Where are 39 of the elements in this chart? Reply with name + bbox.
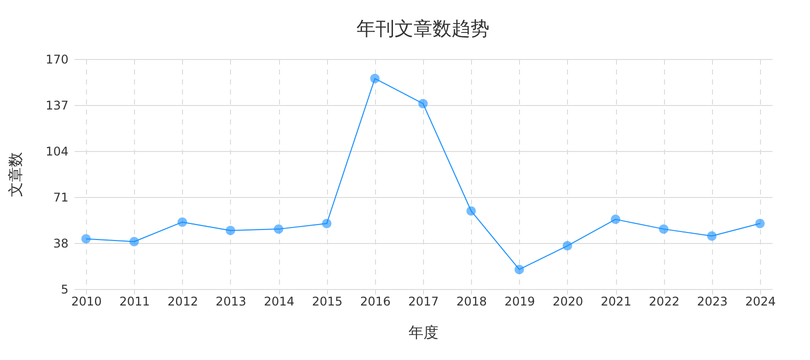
x-tick-label: 2022 bbox=[648, 294, 680, 308]
x-tick-label: 2016 bbox=[360, 294, 391, 308]
point bbox=[274, 224, 284, 234]
x-tick-label: 2011 bbox=[119, 294, 150, 308]
point bbox=[658, 224, 668, 234]
point bbox=[81, 234, 91, 244]
x-tick-label: 2015 bbox=[312, 294, 342, 308]
point bbox=[755, 218, 765, 228]
x-axis-title: 年度 bbox=[408, 324, 438, 342]
x-tick-label: 2023 bbox=[697, 294, 728, 308]
x-tick-label: 2013 bbox=[216, 294, 246, 308]
y-tick-label: 170 bbox=[46, 52, 68, 66]
y-tick-label: 38 bbox=[53, 236, 68, 250]
point bbox=[178, 217, 188, 227]
point bbox=[418, 98, 428, 108]
y-tick-label: 104 bbox=[46, 144, 68, 158]
x-tick-label: 2021 bbox=[600, 294, 632, 308]
point bbox=[610, 214, 620, 224]
point bbox=[514, 264, 524, 274]
point bbox=[226, 226, 236, 236]
y-tick-label: 5 bbox=[60, 282, 68, 296]
x-tick-label: 2014 bbox=[264, 294, 294, 308]
chart-title: 年刊文章数趋势 bbox=[356, 18, 490, 40]
x-tick-label: 2024 bbox=[745, 294, 776, 308]
x-tick-label: 2018 bbox=[456, 294, 487, 308]
x-tick-label: 2020 bbox=[552, 294, 584, 308]
x-tick-label: 2010 bbox=[71, 294, 102, 308]
y-tick-label: 137 bbox=[46, 98, 68, 112]
point bbox=[322, 218, 332, 228]
point bbox=[707, 231, 717, 241]
x-tick-label: 2017 bbox=[408, 294, 439, 308]
y-tick-label: 71 bbox=[53, 190, 68, 204]
point bbox=[466, 206, 476, 216]
y-axis-title: 文章数 bbox=[6, 152, 25, 197]
point bbox=[370, 74, 380, 84]
x-tick-label: 2019 bbox=[504, 294, 536, 308]
point bbox=[562, 241, 572, 251]
point bbox=[129, 236, 139, 246]
x-tick-label: 2012 bbox=[168, 294, 198, 308]
